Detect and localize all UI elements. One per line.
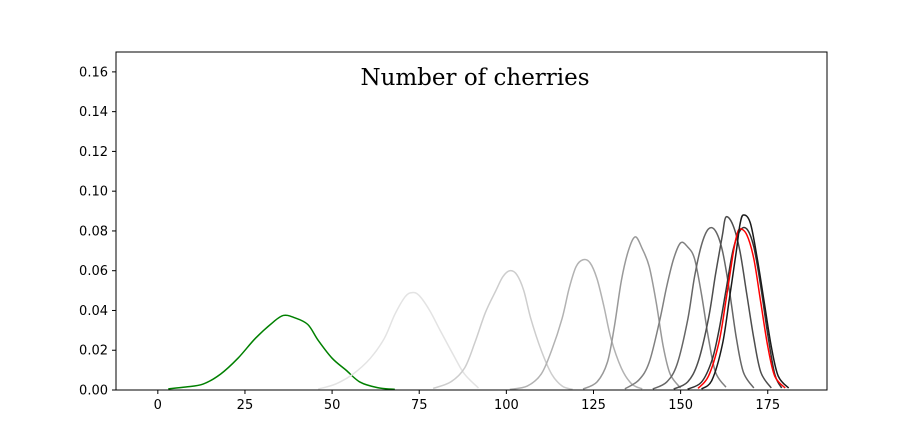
series-line-2	[317, 291, 480, 390]
series-line-9	[687, 226, 783, 390]
x-axis: 0 25 50 75 100 125 150 175	[154, 390, 780, 413]
x-tick-label: 25	[237, 398, 254, 413]
series-line-8	[673, 215, 772, 390]
y-tick-label: 0.02	[79, 344, 108, 359]
y-tick-label: 0.08	[79, 224, 108, 239]
series-line-6	[624, 241, 727, 390]
y-axis: 0.00 0.02 0.04 0.06 0.08 0.10 0.12 0.14 0.16	[79, 65, 116, 399]
series-line-1	[168, 314, 395, 390]
x-tick-label: 75	[411, 398, 428, 413]
chart-title: Number of cherries	[360, 65, 589, 91]
axes-frame	[115, 51, 828, 391]
y-tick-label: 0.16	[79, 65, 108, 80]
series-layer	[168, 214, 790, 390]
x-tick-label: 50	[324, 398, 341, 413]
series-line-4	[509, 258, 643, 390]
x-tick-label: 175	[755, 398, 780, 413]
x-tick-label: 125	[581, 398, 606, 413]
x-tick-label: 0	[154, 398, 162, 413]
x-tick-label: 150	[668, 398, 693, 413]
y-tick-label: 0.14	[79, 105, 108, 120]
series-line-7	[652, 226, 755, 390]
y-tick-label: 0.00	[79, 384, 108, 399]
series-line-5	[582, 236, 682, 390]
y-tick-label: 0.06	[79, 264, 108, 279]
y-tick-label: 0.04	[79, 304, 108, 319]
y-tick-label: 0.12	[79, 145, 108, 160]
y-tick-label: 0.10	[79, 185, 108, 200]
series-line-11	[701, 214, 790, 390]
x-tick-label: 100	[494, 398, 519, 413]
series-line-3	[432, 269, 573, 390]
